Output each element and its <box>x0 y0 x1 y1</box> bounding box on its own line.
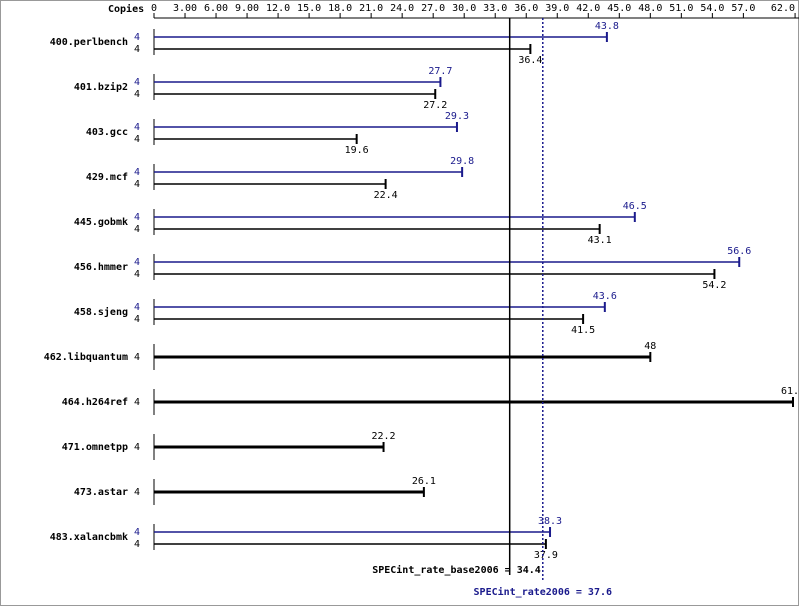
value-label: 29.3 <box>445 111 469 122</box>
value-label: 27.2 <box>423 100 447 111</box>
value-label: 46.5 <box>623 201 647 212</box>
x-tick-label: 3.00 <box>173 3 197 14</box>
copies-label: 4 <box>134 397 140 408</box>
benchmark-name: 458.sjeng <box>74 306 128 318</box>
copies-label: 4 <box>134 212 140 223</box>
value-label: 19.6 <box>345 145 369 156</box>
benchmark-name: 403.gcc <box>86 127 128 138</box>
x-tick-label: 18.0 <box>328 3 352 14</box>
copies-label: 4 <box>134 314 140 325</box>
value-label: 37.9 <box>534 550 558 561</box>
copies-label: 4 <box>134 269 140 280</box>
benchmark-name: 471.omnetpp <box>62 442 128 453</box>
benchmark-name: 483.xalancbmk <box>50 532 128 543</box>
benchmark-name: 462.libquantum <box>44 351 128 363</box>
x-tick-label: 45.0 <box>607 3 631 14</box>
x-axis-label: Copies <box>108 3 144 15</box>
value-label: 61.8 <box>781 386 799 397</box>
x-tick-label: 0 <box>151 3 157 14</box>
value-label: 38.3 <box>538 516 562 527</box>
x-tick-label: 9.00 <box>235 3 259 14</box>
copies-label: 4 <box>134 77 140 88</box>
x-tick-label: 30.0 <box>452 3 476 14</box>
x-tick-label: 54.0 <box>700 3 724 14</box>
x-tick-label: 39.0 <box>545 3 569 14</box>
x-tick-label: 62.0 <box>771 3 795 14</box>
x-tick-label: 57.0 <box>731 3 755 14</box>
benchmark-name: 464.h264ref <box>62 397 128 408</box>
copies-label: 4 <box>134 527 140 538</box>
benchmark-name: 400.perlbench <box>50 37 128 48</box>
x-tick-label: 12.0 <box>266 3 290 14</box>
x-tick-label: 51.0 <box>669 3 693 14</box>
copies-label: 4 <box>134 442 140 453</box>
value-label: 41.5 <box>571 325 595 336</box>
benchmark-name: 445.gobmk <box>74 217 128 228</box>
benchmark-name: 473.astar <box>74 487 128 498</box>
value-label: 43.8 <box>595 21 619 32</box>
copies-label: 4 <box>134 89 140 100</box>
copies-label: 4 <box>134 257 140 268</box>
copies-label: 4 <box>134 487 140 498</box>
value-label: 36.4 <box>518 55 542 66</box>
value-label: 27.7 <box>428 66 452 77</box>
copies-label: 4 <box>134 179 140 190</box>
base-summary-label: SPECint_rate_base2006 = 34.4 <box>372 564 541 576</box>
x-tick-label: 15.0 <box>297 3 321 14</box>
x-tick-label: 36.0 <box>514 3 538 14</box>
x-tick-label: 42.0 <box>576 3 600 14</box>
benchmark-name: 456.hmmer <box>74 262 128 273</box>
value-label: 54.2 <box>702 280 726 291</box>
peak-summary-label: SPECint_rate2006 = 37.6 <box>474 586 612 598</box>
value-label: 48 <box>644 341 656 352</box>
copies-label: 4 <box>134 302 140 313</box>
copies-label: 4 <box>134 352 140 363</box>
x-tick-label: 24.0 <box>390 3 414 14</box>
value-label: 22.4 <box>374 190 398 201</box>
value-label: 56.6 <box>727 246 751 257</box>
value-label: 26.1 <box>412 476 436 487</box>
benchmark-name: 401.bzip2 <box>74 81 128 93</box>
value-label: 29.8 <box>450 156 474 167</box>
x-tick-label: 27.0 <box>421 3 445 14</box>
value-label: 22.2 <box>372 431 396 442</box>
value-label: 43.1 <box>588 235 612 246</box>
copies-label: 4 <box>134 167 140 178</box>
copies-label: 4 <box>134 134 140 145</box>
x-tick-label: 33.0 <box>483 3 507 14</box>
benchmark-name: 429.mcf <box>86 172 128 183</box>
copies-label: 4 <box>134 32 140 43</box>
copies-label: 4 <box>134 122 140 133</box>
value-label: 43.6 <box>593 291 617 302</box>
x-tick-label: 48.0 <box>638 3 662 14</box>
x-tick-label: 21.0 <box>359 3 383 14</box>
x-tick-label: 6.00 <box>204 3 228 14</box>
copies-label: 4 <box>134 539 140 550</box>
copies-label: 4 <box>134 44 140 55</box>
copies-label: 4 <box>134 224 140 235</box>
